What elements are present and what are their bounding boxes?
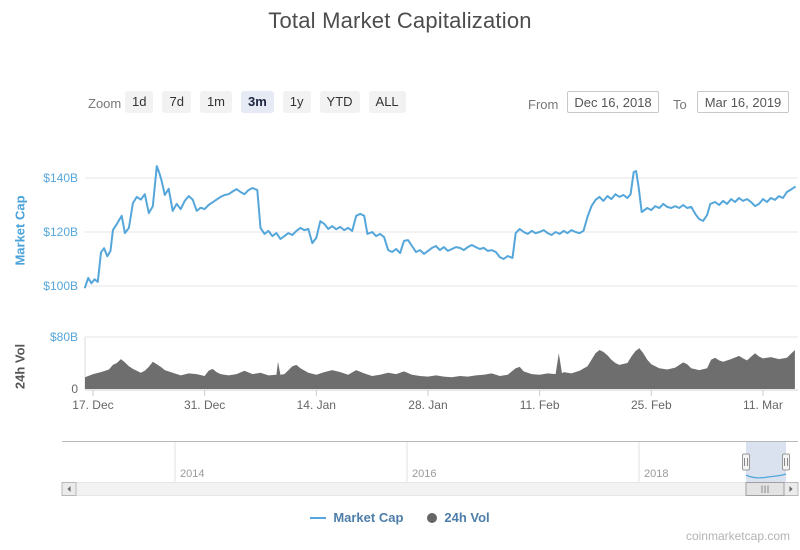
volume-area-series[interactable]: [85, 348, 795, 389]
x-tick-label: 17. Dec: [72, 398, 113, 412]
range-button-3m[interactable]: 3m: [241, 91, 274, 113]
scrollbar-right-arrow-icon: [789, 486, 793, 492]
legend-line-marker-icon: [310, 516, 327, 519]
navigator-series-line: [745, 473, 787, 479]
to-date-input[interactable]: [697, 91, 789, 113]
range-button-ytd[interactable]: YTD: [319, 91, 360, 113]
from-label: From: [528, 97, 559, 112]
to-label: To: [673, 97, 687, 112]
navigator-right-handle[interactable]: [782, 453, 790, 471]
zoom-range-buttons: 1d 7d 1m 3m 1y YTD ALL: [125, 91, 406, 113]
legend-item-market-cap[interactable]: Market Cap: [310, 510, 403, 525]
y-tick-label: $80B: [50, 330, 78, 344]
navigator-left-handle[interactable]: [742, 453, 750, 471]
watermark: coinmarketcap.com: [685, 529, 790, 543]
legend-item-24h-vol[interactable]: 24h Vol: [427, 510, 490, 525]
zoom-label: Zoom: [88, 96, 122, 111]
x-tick-label: 31. Dec: [184, 398, 225, 412]
from-date-input[interactable]: [567, 91, 659, 113]
y-tick-label: $100B: [43, 279, 78, 293]
scrollbar-track[interactable]: [61, 482, 799, 496]
range-button-all[interactable]: ALL: [368, 91, 406, 113]
range-button-7d[interactable]: 7d: [162, 91, 191, 113]
legend-label: 24h Vol: [444, 510, 490, 525]
market-cap-axis-title: Market Cap: [12, 195, 28, 266]
navigator-year-label: 2016: [412, 468, 436, 480]
legend-dot-marker-icon: [427, 512, 438, 523]
navigator-year-label: 2014: [180, 468, 204, 480]
navigator-year-label: 2018: [644, 468, 668, 480]
range-button-1y[interactable]: 1y: [282, 91, 311, 113]
scrollbar-left-arrow-icon: [67, 486, 71, 492]
x-tick-label: 11. Mar: [743, 398, 783, 412]
market-cap-line-series[interactable]: [84, 165, 796, 289]
x-tick-label: 14. Jan: [297, 398, 336, 412]
x-tick-label: 11. Feb: [520, 398, 560, 412]
x-tick-label: 28. Jan: [408, 398, 447, 412]
x-tick-label: 25. Feb: [631, 398, 672, 412]
range-button-1m[interactable]: 1m: [199, 91, 232, 113]
y-tick-label: 0: [71, 382, 78, 396]
y-tick-label: $140B: [43, 171, 78, 185]
y-tick-label: $120B: [43, 225, 78, 239]
volume-axis-title: 24h Vol: [12, 343, 28, 390]
range-button-1d[interactable]: 1d: [125, 91, 154, 113]
page-title: Total Market Capitalization: [268, 8, 532, 33]
chart-legend: Market Cap 24h Vol: [0, 510, 800, 525]
legend-label: Market Cap: [333, 510, 404, 525]
